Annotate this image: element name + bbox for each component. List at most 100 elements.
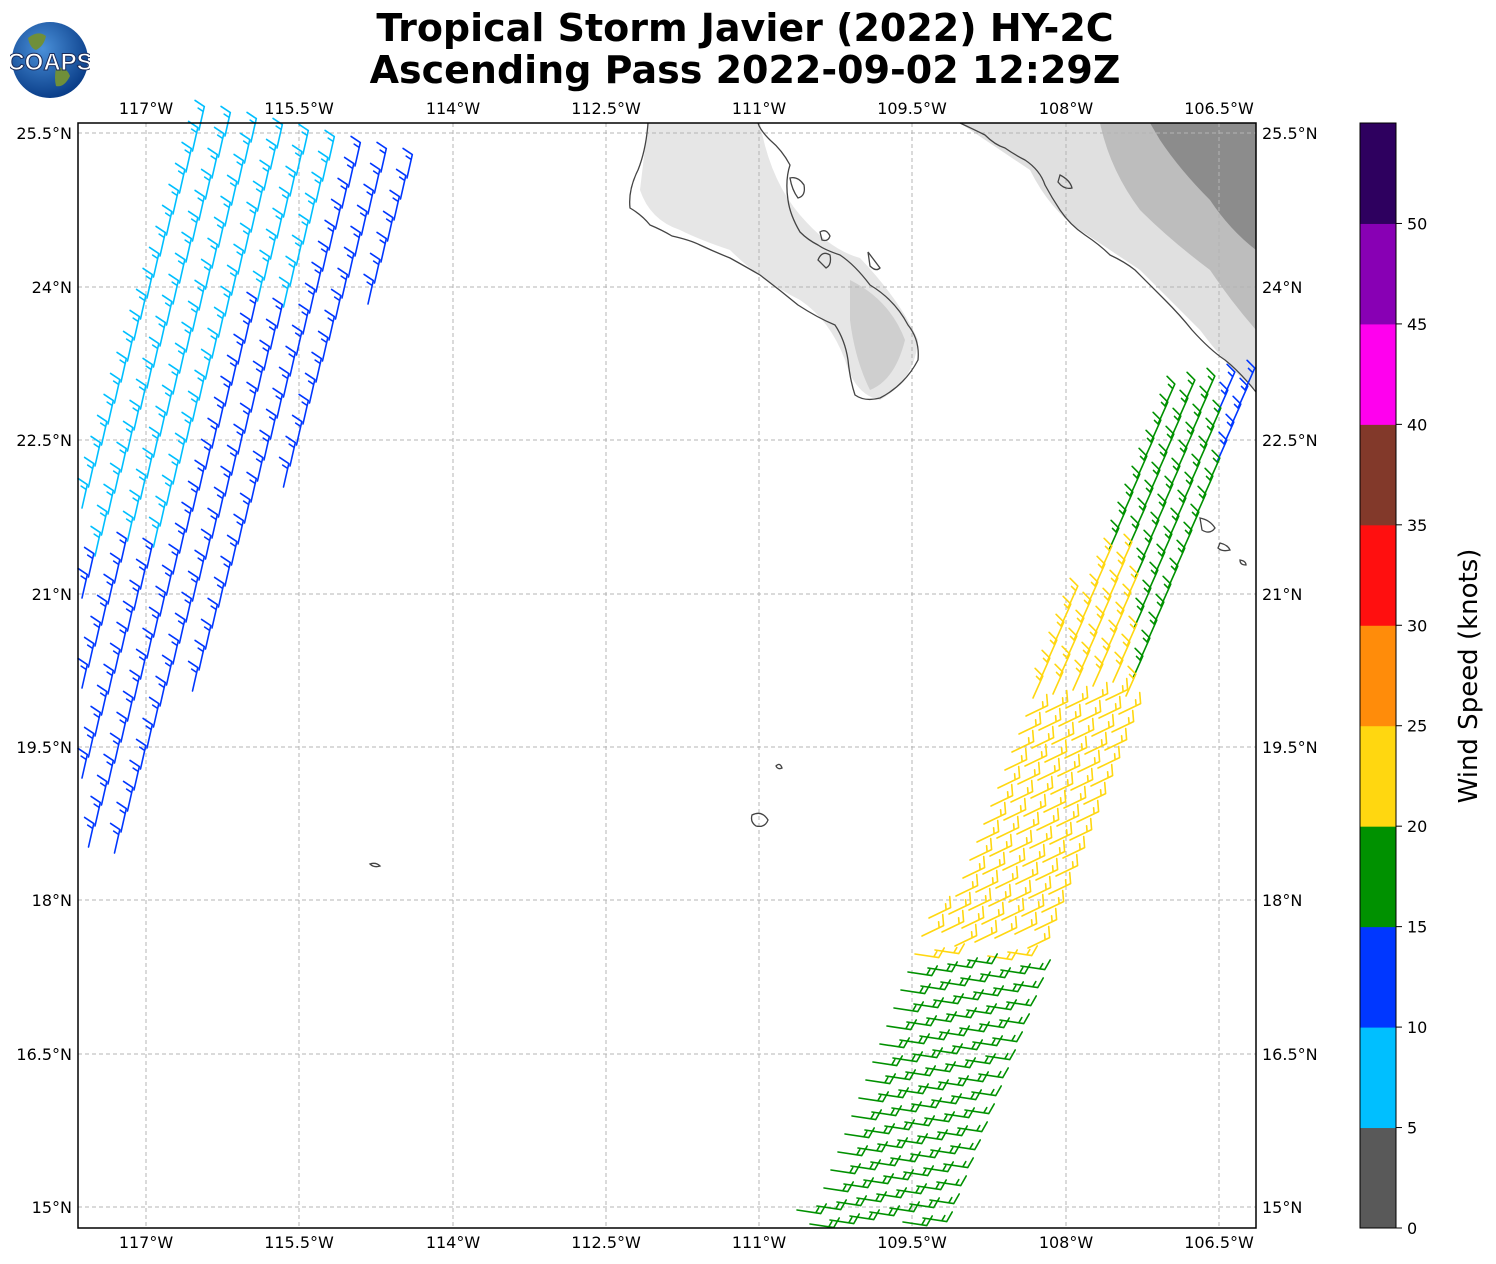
wind-barb: [1000, 963, 1031, 975]
wind-barb: [858, 1091, 889, 1103]
wind-barb: [1021, 893, 1045, 917]
wind-barb: [1146, 611, 1158, 643]
lat-label-left: 18°N: [32, 891, 72, 910]
wind-barb: [200, 258, 212, 290]
wind-barb: [259, 339, 271, 371]
wind-barb: [1072, 659, 1084, 691]
wind-barb: [252, 270, 264, 302]
wind-barb: [233, 423, 245, 455]
wind-barb: [884, 1119, 915, 1131]
wind-barb: [1093, 605, 1105, 637]
wind-barb: [883, 1169, 914, 1181]
wind-barb: [1155, 493, 1167, 525]
wind-barb: [948, 891, 972, 915]
wind-barb: [83, 546, 95, 578]
wind-barb: [1002, 847, 1026, 871]
wind-barb: [904, 1115, 935, 1127]
wind-barb: [1014, 911, 1038, 935]
wind-barb: [1051, 721, 1075, 745]
wind-barb: [889, 1201, 920, 1213]
wind-barb: [1060, 595, 1072, 627]
wind-barb: [931, 1093, 962, 1105]
wind-barb: [830, 1163, 861, 1175]
wind-barb: [272, 207, 284, 239]
wind-barb: [226, 354, 238, 386]
wind-barb: [938, 1075, 969, 1087]
wind-barb: [155, 675, 167, 707]
lat-label-right: 25.5°N: [1262, 124, 1318, 143]
lat-label-left: 25.5°N: [16, 124, 72, 143]
wind-barb: [926, 1011, 957, 1023]
wind-barb: [1203, 417, 1215, 449]
globe-logo-icon: COAPS: [10, 22, 90, 98]
wind-barb: [135, 648, 147, 680]
wind-barb: [148, 246, 160, 278]
wind-barb: [946, 1007, 977, 1019]
wind-barb: [298, 123, 310, 155]
wind-barb: [291, 234, 303, 266]
wind-barb: [395, 168, 407, 200]
colorbar: 0 5 10 15 20 25 30 35 40 45 50: [1359, 122, 1427, 1238]
wind-barb: [1154, 543, 1166, 575]
wind-barb: [1070, 767, 1094, 791]
wind-barb: [168, 183, 180, 215]
wind-barb: [90, 615, 102, 647]
wind-barb: [1118, 691, 1142, 715]
wind-barb: [291, 144, 303, 176]
wind-barb: [1167, 557, 1179, 589]
wind-barb: [155, 585, 167, 617]
wind-barb: [285, 165, 297, 197]
wind-barb: [1177, 389, 1189, 421]
wind-barb: [233, 333, 245, 365]
wind-barb: [1120, 583, 1132, 615]
wind-barb: [913, 997, 944, 1009]
wind-barb: [317, 330, 329, 362]
wind-barb: [1034, 907, 1058, 931]
wind-barb: [103, 663, 115, 695]
wind-barb: [220, 195, 232, 227]
wind-barb: [174, 342, 186, 374]
wind-barb: [1133, 597, 1145, 629]
wind-barb: [259, 429, 271, 461]
wind-barb: [220, 285, 232, 317]
wind-barb: [194, 639, 206, 671]
wind-barb: [298, 303, 310, 335]
wind-barb: [969, 837, 993, 861]
wind-barb: [174, 612, 186, 644]
wind-barb: [142, 357, 154, 389]
wind-barb: [1197, 385, 1209, 417]
wind-barb: [856, 1191, 887, 1203]
wind-barb: [109, 822, 121, 854]
wind-barb: [285, 255, 297, 287]
wind-barb: [148, 606, 160, 638]
wind-barb: [239, 222, 251, 254]
wind-barb: [109, 462, 121, 494]
lat-label-left: 15°N: [32, 1198, 72, 1217]
lon-label-bottom: 112.5°W: [571, 1233, 641, 1252]
wind-barb: [1078, 699, 1102, 723]
wind-barb: [77, 657, 89, 689]
wind-barb: [892, 1051, 923, 1063]
wind-barb: [343, 156, 355, 188]
wind-barb: [1104, 727, 1128, 751]
wind-barb: [912, 1047, 943, 1059]
wind-barb: [382, 210, 394, 242]
wind-barb: [194, 459, 206, 491]
lon-label-top: 115.5°W: [264, 99, 334, 118]
wind-barb: [220, 105, 232, 137]
wind-barb: [900, 983, 931, 995]
wind-barb: [978, 1067, 1009, 1079]
wind-barb: [1024, 743, 1048, 767]
wind-barb: [246, 111, 258, 143]
wind-barb: [1097, 745, 1121, 769]
wind-barb: [96, 774, 108, 806]
wind-barb: [1022, 843, 1046, 867]
wind-barb: [226, 174, 238, 206]
wind-barb: [77, 477, 89, 509]
wind-barb: [213, 306, 225, 338]
wind-barb: [194, 549, 206, 581]
lon-label-top: 114°W: [426, 99, 481, 118]
longitude-labels-bottom: 117°W 115.5°W 114°W 112.5°W 111°W 109.5°W 108°…: [119, 1233, 1254, 1252]
wind-barb: [1224, 363, 1236, 395]
wind-barb: [129, 759, 141, 791]
